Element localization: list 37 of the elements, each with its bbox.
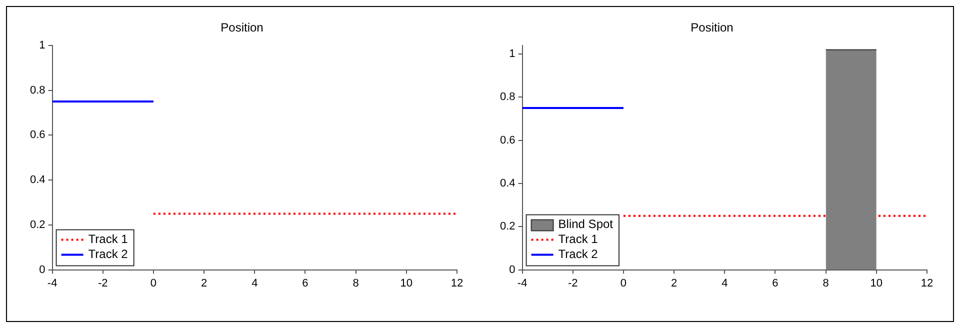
x-tick-label: 10: [870, 277, 883, 290]
chart-title: Position: [690, 20, 734, 35]
x-tick-label: -2: [98, 277, 108, 290]
legend-label: Track 1: [558, 232, 598, 246]
x-tick-label: 0: [150, 277, 157, 290]
y-tick-label: 0.6: [30, 129, 46, 142]
legend-label: Track 2: [88, 247, 128, 262]
x-tick-label: -4: [517, 277, 528, 290]
y-tick-label: 1: [39, 39, 46, 52]
x-tick-label: -2: [568, 277, 578, 290]
y-tick-label: 0: [39, 264, 46, 276]
x-tick-label: 4: [252, 277, 258, 290]
legend-label: Blind Spot: [558, 217, 614, 232]
x-tick-label: 6: [772, 277, 778, 290]
y-tick-label: 1: [509, 48, 516, 60]
x-tick-label: 12: [450, 277, 464, 290]
y-tick-label: 0.4: [500, 178, 516, 190]
y-tick-label: 0.2: [500, 220, 516, 233]
chart-title: Position: [220, 20, 264, 35]
x-tick-label: 2: [200, 277, 208, 290]
x-tick-label: 8: [822, 277, 829, 290]
x-tick-label: 6: [302, 277, 308, 290]
legend-label: Track 1: [88, 232, 128, 246]
y-tick-label: 0.2: [30, 218, 46, 231]
y-tick-label: 0.4: [30, 174, 46, 186]
x-tick-label: 8: [352, 277, 359, 290]
y-tick-label: 0.6: [500, 134, 516, 146]
x-tick-label: 10: [400, 277, 413, 290]
x-tick-label: 2: [670, 277, 678, 290]
y-tick-label: 0.8: [30, 84, 46, 96]
x-tick-label: 12: [920, 277, 934, 290]
x-tick-label: -4: [47, 277, 58, 290]
y-tick-label: 0: [509, 264, 516, 276]
y-tick-label: 0.8: [500, 91, 516, 104]
legend-label: Track 2: [558, 247, 598, 262]
x-tick-label: 4: [722, 277, 728, 290]
x-tick-label: 0: [620, 277, 627, 290]
